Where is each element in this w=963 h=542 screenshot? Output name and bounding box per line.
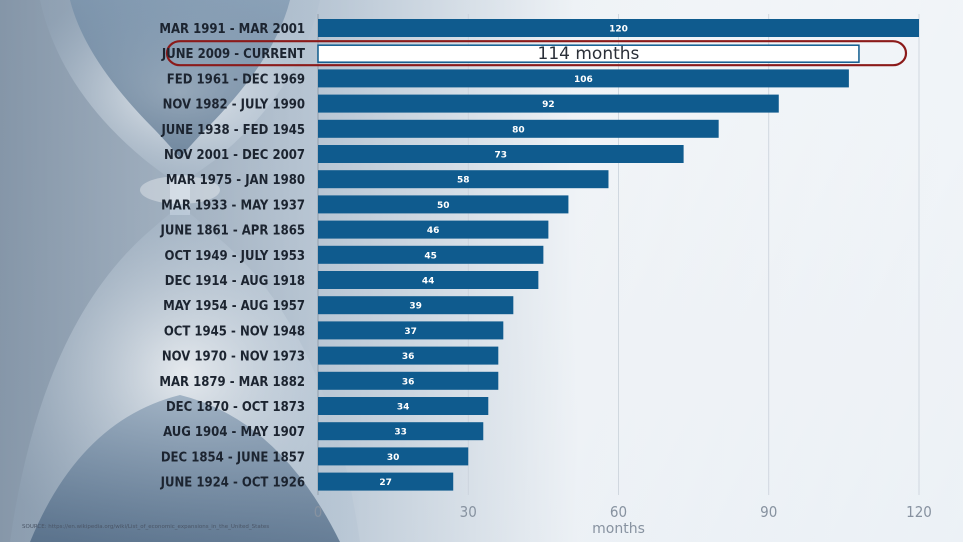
category-label: JUNE 1924 - OCT 1926 bbox=[160, 476, 305, 491]
bar bbox=[318, 472, 454, 491]
bar-value-label: 37 bbox=[404, 327, 417, 337]
bar bbox=[318, 245, 544, 264]
bar bbox=[318, 94, 779, 113]
category-label: OCT 1945 - NOV 1948 bbox=[164, 324, 305, 339]
category-label: DEC 1870 - OCT 1873 bbox=[166, 400, 305, 415]
category-label: AUG 1904 - MAY 1907 bbox=[163, 425, 305, 440]
bar-value-label: 46 bbox=[427, 226, 440, 236]
category-label: DEC 1914 - AUG 1918 bbox=[165, 274, 305, 289]
category-label: MAR 1975 - JAN 1980 bbox=[166, 173, 305, 188]
bar bbox=[318, 321, 504, 340]
bar-value-label: 120 bbox=[609, 25, 628, 35]
x-tick-label: 0 bbox=[314, 503, 323, 521]
bar bbox=[318, 397, 489, 415]
bar-value-label: 30 bbox=[387, 453, 400, 463]
bar-value-label: 73 bbox=[495, 151, 508, 161]
bar bbox=[318, 195, 569, 214]
category-label: OCT 1949 - JULY 1953 bbox=[165, 249, 305, 264]
source-note: SOURCE: https://en.wikipedia.org/wiki/Li… bbox=[22, 524, 270, 530]
bar-value-label: 34 bbox=[397, 403, 410, 413]
bar-highlighted bbox=[317, 44, 860, 63]
category-labels: MAR 1991 - MAR 2001 JUNE 2009 - CURRENT FE… bbox=[159, 22, 305, 491]
bar bbox=[318, 296, 514, 315]
category-label: DEC 1854 - JUNE 1857 bbox=[161, 450, 305, 465]
bar-value-label: 39 bbox=[409, 302, 422, 312]
category-label: JUNE 1861 - APR 1865 bbox=[160, 224, 306, 239]
x-tick-label: 120 bbox=[906, 503, 932, 521]
bars: 120 114 months 106 92 80 73 58 50 46 45 44 39 37 36 36… bbox=[165, 19, 919, 491]
category-label: MAY 1954 - AUG 1957 bbox=[163, 299, 305, 314]
category-label: MAR 1879 - MAR 1882 bbox=[159, 375, 305, 390]
bar-value-label: 27 bbox=[379, 478, 392, 488]
bar bbox=[318, 371, 499, 390]
bar bbox=[318, 19, 919, 37]
category-label: NOV 1970 - NOV 1973 bbox=[162, 350, 305, 365]
bar-value-label: 80 bbox=[512, 125, 525, 135]
bar-value-label: 45 bbox=[424, 251, 437, 261]
bar bbox=[318, 346, 499, 365]
bar bbox=[318, 271, 539, 289]
bar-value-label: 106 bbox=[574, 75, 593, 85]
category-label: FED 1961 - DEC 1969 bbox=[167, 72, 305, 87]
highlight-outline bbox=[165, 40, 908, 67]
category-label: MAR 1991 - MAR 2001 bbox=[159, 22, 305, 37]
category-label: JUNE 1938 - FED 1945 bbox=[160, 123, 305, 138]
bar bbox=[318, 220, 549, 239]
x-tick-label: 30 bbox=[460, 503, 477, 521]
category-label: JUNE 2009 - CURRENT bbox=[161, 47, 305, 62]
category-label: NOV 1982 - JULY 1990 bbox=[163, 98, 305, 113]
bar bbox=[318, 145, 684, 163]
category-label: NOV 2001 - DEC 2007 bbox=[164, 148, 305, 163]
bar bbox=[318, 422, 484, 441]
x-axis-title: months bbox=[592, 521, 645, 537]
bar-value-label: 36 bbox=[402, 377, 415, 387]
x-tick-label: 90 bbox=[760, 503, 777, 521]
bar-value-label: 44 bbox=[422, 277, 435, 287]
bar-value-label: 114 months bbox=[538, 44, 640, 64]
x-tick-label: 60 bbox=[610, 503, 627, 521]
bar-value-label: 36 bbox=[402, 352, 415, 362]
category-label: MAR 1933 - MAY 1937 bbox=[161, 198, 305, 213]
bar bbox=[318, 170, 609, 189]
bar-value-label: 58 bbox=[457, 176, 470, 186]
bar bbox=[318, 119, 719, 138]
bar-value-label: 92 bbox=[542, 100, 555, 110]
bar-value-label: 50 bbox=[437, 201, 450, 211]
bar bbox=[318, 447, 469, 466]
x-axis: 0 30 60 90 120 bbox=[314, 503, 932, 521]
bar-value-label: 33 bbox=[394, 428, 407, 438]
bar bbox=[318, 69, 849, 88]
